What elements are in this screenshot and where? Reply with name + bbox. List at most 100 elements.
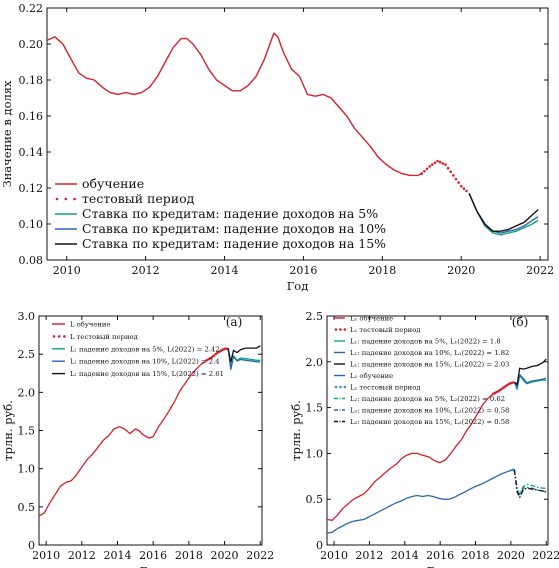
series-marker bbox=[446, 166, 450, 170]
legend-item: L₁ тестовый период bbox=[334, 326, 420, 334]
legend-swatch bbox=[52, 335, 56, 338]
series-line-8 bbox=[513, 469, 547, 496]
y-tick-label: 0.18 bbox=[19, 74, 44, 87]
legend-item: L обучение bbox=[52, 321, 110, 329]
series-line-6 bbox=[327, 469, 513, 534]
legend-item: L: падение доходов на 10%, L(2022) = 2.4 bbox=[52, 358, 220, 366]
y-tick-label: 1.5 bbox=[306, 402, 324, 415]
y-tick-label: 1.5 bbox=[18, 425, 36, 438]
x-tick-label: 2010 bbox=[320, 549, 348, 562]
legend-item: L₂: падение доходов на 5%, L₂(2022) = 0.… bbox=[334, 395, 505, 403]
y-tick-label: 0.16 bbox=[19, 110, 44, 123]
y-tick-label: 2.5 bbox=[18, 348, 36, 361]
legend-label: L₂ тестовый период bbox=[350, 384, 420, 392]
chart-3: 2010 2012 2014 2016 2018 2020 2022 0 0.5 1.0 1.5 2.… bbox=[289, 310, 559, 568]
series-marker bbox=[425, 167, 429, 171]
series-marker bbox=[225, 347, 228, 350]
legend-label: L₁: падение доходов на 10%, L₁(2022) = 1… bbox=[350, 349, 509, 357]
series-marker bbox=[212, 354, 216, 357]
series-line-1 bbox=[47, 32, 423, 177]
legend-label: L₂: падение доходов на 15%, L₂(2022) = 0… bbox=[350, 418, 509, 426]
x-tick-label: 2020 bbox=[211, 549, 239, 562]
legend-label: L обучение bbox=[70, 321, 110, 329]
legend-swatch bbox=[343, 385, 347, 389]
legend-item: Ставка по кредитам: падение доходов на 1… bbox=[55, 236, 386, 251]
y-tick-label: 0.20 bbox=[19, 38, 44, 51]
x-tick-label: 2012 bbox=[68, 549, 96, 562]
series-line-1 bbox=[327, 393, 494, 521]
legend-item: L₂ обучение bbox=[334, 372, 393, 380]
series-line-5 bbox=[468, 193, 539, 232]
legend-swatch bbox=[334, 328, 338, 331]
series-marker bbox=[420, 172, 424, 175]
x-tick-label: 2016 bbox=[139, 549, 167, 562]
legend-swatch bbox=[73, 197, 76, 201]
legend-item: L: падение доходов на 15%, L(2022) = 2.6… bbox=[52, 370, 224, 378]
legend-item: обучение bbox=[55, 176, 144, 191]
legend-item: L₁: падение доходов на 5%, L₁(2022) = 1.… bbox=[334, 338, 501, 346]
y-tick-label: 2.0 bbox=[306, 356, 324, 369]
legend-label: тестовый период bbox=[82, 191, 195, 206]
y-tick-label: 0.12 bbox=[19, 182, 44, 195]
legend-label: Ставка по кредитам: падение доходов на 1… bbox=[82, 221, 386, 236]
x-tick-label: 2010 bbox=[53, 264, 81, 277]
x-tick-label: 2014 bbox=[211, 264, 239, 277]
y-tick-label: 3.0 bbox=[18, 310, 36, 323]
legend-label: обучение bbox=[82, 176, 144, 191]
legend-label: L тестовый период bbox=[70, 333, 138, 341]
legend-label: L₁ обучение bbox=[350, 315, 393, 323]
legend-swatch bbox=[57, 335, 61, 338]
legend-item: Ставка по кредитам: падение доходов на 5… bbox=[55, 206, 378, 221]
legend-label: L: падение доходов на 10%, L(2022) = 2.4 bbox=[70, 358, 220, 366]
legend-item: L₁: падение доходов на 15%, L₁(2022) = 2… bbox=[334, 361, 509, 369]
y-tick-label: 0.22 bbox=[19, 2, 44, 15]
chart-2: 2010 2012 2014 2016 2018 2020 2022 0 0.5 1.0 1.5 2.… bbox=[1, 310, 274, 568]
legend-item: L₂: падение доходов на 10%, L₂(2022) = 0… bbox=[334, 407, 509, 415]
series-marker bbox=[462, 187, 466, 190]
x-tick-label: 2020 bbox=[497, 549, 525, 562]
legend-item: L₂: падение доходов на 15%, L₂(2022) = 0… bbox=[334, 418, 509, 426]
series-marker bbox=[441, 162, 445, 165]
legend-swatch bbox=[339, 385, 342, 389]
y-tick-label: 0 bbox=[316, 539, 323, 552]
series-marker bbox=[436, 159, 439, 163]
series-line-4 bbox=[227, 348, 261, 371]
x-tick-label: 2010 bbox=[32, 549, 60, 562]
x-tick-label: 2012 bbox=[355, 549, 383, 562]
chart-1: 2010 2012 2014 2016 2018 2020 2022 0.08 0.10 0.12… bbox=[0, 2, 554, 293]
legend-item: L₂ тестовый период bbox=[334, 384, 420, 392]
series-line-4 bbox=[468, 193, 539, 234]
x-tick-label: 2016 bbox=[426, 549, 454, 562]
series-group bbox=[47, 32, 539, 236]
series-marker bbox=[428, 165, 431, 168]
series-marker bbox=[438, 160, 442, 164]
series-marker bbox=[465, 189, 468, 193]
series-marker bbox=[449, 170, 452, 174]
series-line-5 bbox=[513, 358, 547, 386]
series-line-10 bbox=[513, 469, 547, 499]
y-axis-label: Значение в долях bbox=[0, 80, 14, 188]
x-tick-label: 2020 bbox=[447, 264, 475, 277]
legend-label: L₂: падение доходов на 5%, L₂(2022) = 0.… bbox=[350, 395, 505, 403]
legend-label: L: падение доходов на 15%, L(2022) = 2.6… bbox=[70, 370, 224, 378]
y-axis-label: трлн. руб. bbox=[1, 400, 15, 461]
y-tick-label: 1.0 bbox=[18, 463, 36, 476]
panel-label: (б) bbox=[512, 315, 529, 329]
legend-swatch bbox=[63, 335, 66, 338]
y-tick-label: 0.08 bbox=[19, 254, 44, 267]
series-group bbox=[39, 345, 261, 517]
legend-item: тестовый период bbox=[55, 191, 195, 206]
legend-swatch bbox=[334, 385, 338, 389]
series-marker bbox=[454, 177, 458, 181]
legend-swatch bbox=[64, 197, 68, 201]
legend-label: L₁ тестовый период bbox=[350, 326, 420, 334]
legend-item: L₁: падение доходов на 10%, L₁(2022) = 1… bbox=[334, 349, 509, 357]
y-tick-label: 2.0 bbox=[18, 386, 36, 399]
legend-label: L₂ обучение bbox=[350, 372, 393, 380]
x-tick-label: 2018 bbox=[368, 264, 396, 277]
x-tick-label: 2014 bbox=[391, 549, 419, 562]
x-tick-label: 2016 bbox=[289, 264, 317, 277]
x-tick-label: 2012 bbox=[132, 264, 160, 277]
x-axis-label: Год bbox=[427, 564, 449, 568]
y-tick-label: 0.10 bbox=[19, 218, 44, 231]
